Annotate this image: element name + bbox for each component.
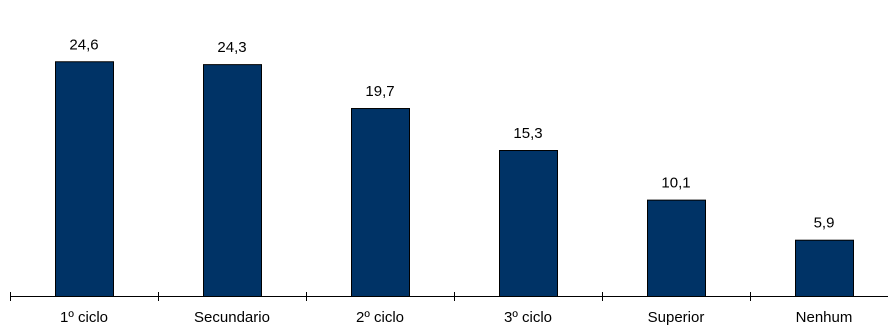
category-tick-label: 3º ciclo (504, 309, 552, 326)
bar (647, 199, 706, 298)
bar-value-label: 24,3 (217, 39, 246, 56)
category-tick-label: 1º ciclo (60, 309, 108, 326)
category-labels-layer: 1º ciclo Secundario 2º ciclo 3º ciclo Superi… (60, 309, 852, 326)
category-tick-label: Nenhum (796, 309, 853, 326)
x-axis-ticks (10, 292, 751, 301)
bar-value-label: 24,6 (69, 36, 98, 53)
bar-value-label: 19,7 (365, 83, 394, 100)
bar (499, 150, 558, 297)
bar (203, 64, 262, 297)
bar (795, 239, 854, 297)
bar (351, 108, 410, 297)
category-tick-label: Secundario (194, 309, 270, 326)
category-tick-label: Superior (648, 309, 705, 326)
bar-value-label: 15,3 (513, 125, 542, 142)
bar-value-label: 10,1 (661, 175, 690, 192)
bar-value-label: 5,9 (814, 215, 835, 232)
category-tick-label: 2º ciclo (356, 309, 404, 326)
value-labels-layer: 24,6 24,3 19,7 15,3 10,1 5,9 (69, 36, 834, 231)
bar (55, 61, 114, 298)
bars-layer (55, 61, 854, 298)
